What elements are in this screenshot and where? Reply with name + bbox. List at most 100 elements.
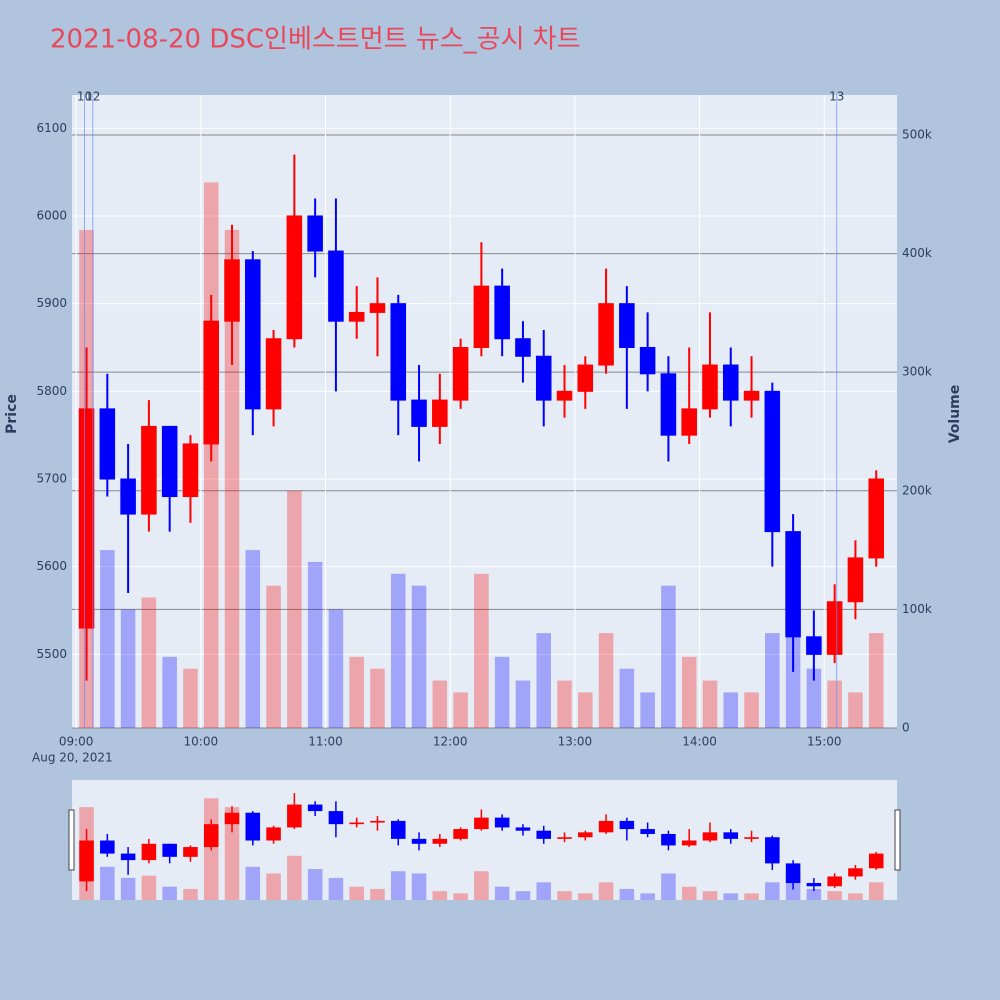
slider-handle[interactable]	[894, 809, 901, 871]
x-tick-label: 09:00	[59, 735, 94, 749]
volume-bar	[432, 680, 448, 728]
volume-bar	[619, 668, 635, 728]
candle-body	[847, 557, 864, 603]
slider-volume-bar	[266, 873, 281, 900]
candle-body	[494, 285, 510, 340]
volume-bar	[162, 656, 177, 728]
candle-body	[182, 443, 199, 498]
slider-candle-body	[536, 830, 551, 839]
y-tick-label: 6100	[36, 121, 67, 135]
slider-candle-body	[702, 832, 718, 841]
slider-candle-body	[432, 838, 448, 844]
y2-tick-label: 100k	[902, 602, 932, 616]
slider-candle-body	[390, 820, 406, 839]
x-tick-label: 15:00	[807, 735, 842, 749]
y2-tick-label: 0	[902, 721, 910, 735]
slider-volume-bar	[162, 886, 177, 900]
candle-body	[411, 399, 427, 427]
y-tick-label: 5800	[36, 384, 67, 398]
candle-body	[722, 364, 739, 401]
candle-body	[78, 408, 95, 629]
slider-volume-bar	[287, 855, 302, 900]
candle-body	[660, 373, 677, 436]
y-tick-label: 5900	[36, 296, 67, 310]
volume-bar	[702, 680, 718, 728]
candle-body	[556, 390, 573, 401]
candle-body	[141, 425, 157, 515]
volume-bar	[827, 680, 842, 728]
volume-bar	[868, 633, 884, 728]
y-tick-label: 5600	[36, 559, 67, 573]
candle-body	[452, 346, 469, 401]
slider-handle[interactable]	[68, 809, 75, 871]
volume-bar	[307, 561, 323, 728]
slider-volume-bar	[224, 807, 240, 900]
x-tick-label: 11:00	[308, 735, 343, 749]
slider-candle-body	[474, 817, 489, 830]
slider-candle-body	[806, 883, 822, 887]
y2-tick-label: 300k	[902, 365, 932, 379]
slider-candle-body	[619, 820, 635, 830]
slider-volume-bar	[681, 886, 697, 900]
candle-body	[681, 408, 697, 436]
slider-volume-bar	[390, 871, 406, 900]
slider-volume-bar	[827, 891, 842, 900]
slider-candle-body	[785, 863, 801, 884]
candle-body	[764, 390, 781, 533]
slider-candle-body	[183, 847, 198, 857]
volume-bar	[411, 585, 427, 728]
candle-body	[224, 259, 240, 322]
candle-body	[619, 303, 635, 348]
candle-body	[577, 364, 594, 392]
slider-candle-body	[827, 876, 842, 887]
slider-candle-body	[120, 853, 136, 861]
candle-body	[785, 531, 801, 638]
volume-bar	[390, 573, 406, 728]
y2-tick-label: 500k	[902, 127, 932, 141]
volume-bar	[536, 633, 551, 728]
volume-bar	[328, 609, 344, 728]
slider-candle-body	[578, 832, 593, 838]
slider-volume-bar	[183, 888, 198, 900]
slider-volume-bar	[702, 891, 718, 900]
slider-candle-body	[162, 843, 177, 857]
y2-tick-label: 200k	[902, 483, 932, 497]
candle-body	[639, 346, 656, 375]
x-tick-label: 14:00	[682, 735, 717, 749]
volume-bar	[494, 656, 510, 728]
slider-candle-body	[640, 829, 655, 834]
slider-candle-body	[349, 822, 364, 825]
slider-volume-bar	[307, 869, 323, 900]
volume-bar	[474, 573, 489, 728]
volume-bar	[681, 656, 697, 728]
chart-title: 2021-08-20 DSC인베스트먼트 뉴스_공시 차트	[50, 25, 581, 55]
candle-body	[369, 303, 386, 313]
slider-volume-bar	[474, 871, 489, 900]
x-sublabel: Aug 20, 2021	[32, 751, 113, 765]
candle-body	[535, 355, 552, 401]
volume-bar	[848, 692, 863, 728]
event-label: 13	[829, 90, 844, 104]
slider-candle-body	[765, 837, 780, 864]
slider-candle-body	[681, 840, 697, 846]
candle-body	[161, 425, 178, 498]
candle-body	[120, 478, 136, 515]
volume-bar	[765, 633, 780, 728]
volume-bar	[744, 692, 759, 728]
slider-volume-bar	[120, 877, 136, 900]
slider-candle-body	[224, 812, 240, 825]
slider-volume-bar	[744, 893, 759, 900]
volume-bar	[183, 668, 198, 728]
slider-volume-bar	[141, 875, 157, 900]
slider-volume-bar	[411, 873, 427, 900]
volume-bar	[453, 692, 468, 728]
candle-body	[743, 390, 760, 401]
slider-volume-bar	[100, 866, 115, 900]
volume-bar	[266, 585, 281, 728]
slider-candle-body	[411, 838, 427, 844]
candle-body	[826, 601, 843, 655]
candle-body	[307, 215, 323, 252]
slider-volume-bar	[619, 888, 635, 900]
candle-body	[99, 408, 116, 480]
